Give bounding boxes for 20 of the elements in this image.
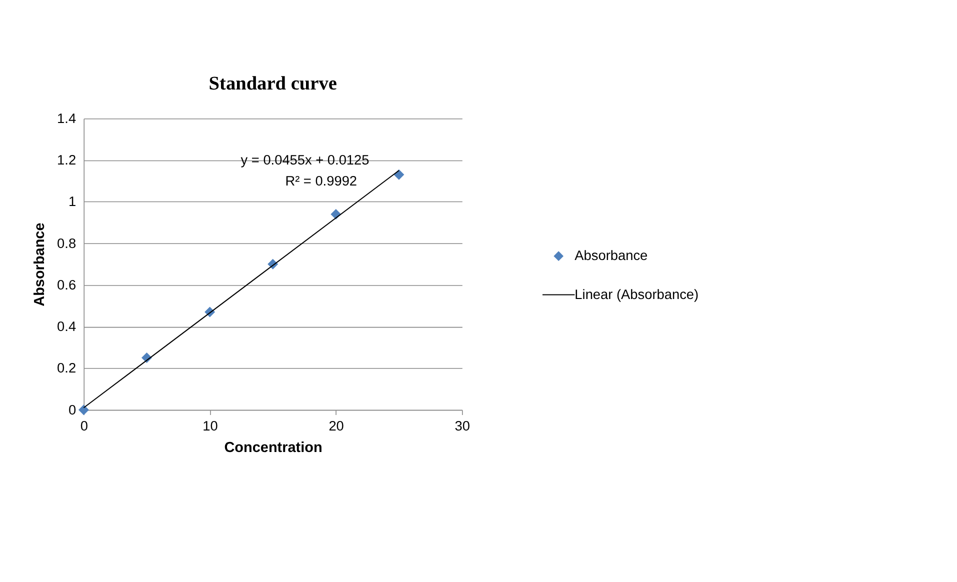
chart-title: Standard curve	[208, 73, 338, 94]
y-tick-label: 1.4	[57, 110, 76, 126]
y-axis-title: Absorbance	[32, 222, 48, 306]
x-tick-label: 0	[80, 418, 88, 434]
point	[78, 404, 89, 416]
y-tick-label: 0.6	[57, 277, 76, 292]
y-tick-label: 0.2	[57, 360, 76, 376]
y-tick-label: 1	[68, 194, 76, 210]
y-tick-label: 0.8	[57, 236, 76, 251]
y-tick-label: 0.4	[57, 319, 76, 334]
annotation: R² = 0.9992	[285, 173, 358, 188]
y-tick-label: 1.2	[57, 152, 76, 168]
x-axis-title: Concentration	[224, 440, 322, 456]
x-tick-label: 30	[454, 418, 470, 434]
x-tick-label: 10	[202, 418, 218, 434]
legend-label: Linear (Absorbance)	[574, 286, 699, 302]
legend-label: Absorbance	[574, 248, 648, 264]
annotation: y = 0.0455x + 0.0125	[240, 152, 370, 168]
y-tick-label: 0	[68, 402, 76, 418]
x-tick-label: 20	[328, 418, 344, 434]
